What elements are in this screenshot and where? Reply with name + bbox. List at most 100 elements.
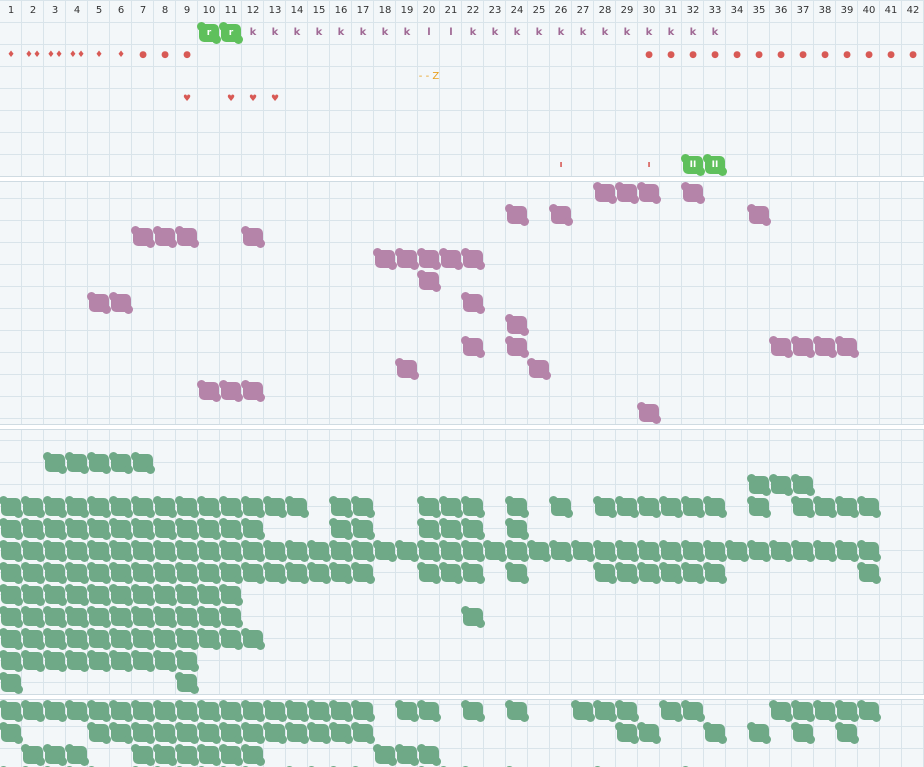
green-block[interactable] [263, 562, 287, 584]
suit-marker[interactable]: ● [161, 50, 169, 60]
suit-marker[interactable]: ● [821, 50, 829, 60]
green-block[interactable] [131, 540, 155, 562]
green-block[interactable] [65, 606, 89, 628]
green-block[interactable] [175, 518, 199, 540]
green-block[interactable] [703, 540, 727, 562]
purple-block[interactable] [417, 248, 441, 270]
green-block[interactable] [285, 722, 309, 744]
green-block[interactable] [219, 562, 243, 584]
green-block[interactable] [835, 496, 859, 518]
green-block[interactable] [461, 518, 485, 540]
purple-block[interactable] [153, 226, 177, 248]
green-block[interactable] [197, 606, 221, 628]
green-block[interactable] [461, 540, 485, 562]
suit-marker[interactable]: ● [183, 50, 191, 60]
green-block[interactable] [351, 562, 375, 584]
green-block[interactable] [175, 562, 199, 584]
green-block[interactable] [329, 540, 353, 562]
suit-marker[interactable]: ♦♦ [46, 50, 64, 60]
green-block[interactable] [0, 584, 23, 606]
green-block[interactable] [241, 744, 265, 766]
purple-block[interactable] [219, 380, 243, 402]
green-block[interactable] [439, 518, 463, 540]
green-block[interactable] [505, 518, 529, 540]
suit-marker[interactable]: ● [887, 50, 895, 60]
green-block[interactable] [43, 650, 67, 672]
green-block[interactable] [21, 628, 45, 650]
suit-marker[interactable]: ● [777, 50, 785, 60]
green-block[interactable] [637, 496, 661, 518]
green-block[interactable] [175, 672, 199, 694]
green-block[interactable] [659, 562, 683, 584]
letter-marker[interactable]: l [427, 27, 431, 38]
green-block[interactable] [131, 650, 155, 672]
green-block[interactable] [637, 540, 661, 562]
suit-marker[interactable]: ● [733, 50, 741, 60]
green-block[interactable] [197, 562, 221, 584]
green-block[interactable] [439, 496, 463, 518]
purple-block[interactable] [417, 270, 441, 292]
green-block[interactable] [747, 540, 771, 562]
green-block[interactable] [219, 744, 243, 766]
green-block[interactable] [87, 628, 111, 650]
green-block[interactable] [329, 722, 353, 744]
green-block[interactable] [21, 518, 45, 540]
green-block[interactable] [505, 700, 529, 722]
green-block[interactable] [197, 628, 221, 650]
green-block[interactable] [175, 540, 199, 562]
suit-marker[interactable]: ● [689, 50, 697, 60]
green-block[interactable] [461, 606, 485, 628]
green-block[interactable] [175, 722, 199, 744]
suit-marker[interactable]: ♦♦ [68, 50, 86, 60]
letter-marker[interactable]: k [513, 27, 521, 38]
green-block[interactable] [175, 744, 199, 766]
green-block[interactable] [109, 722, 133, 744]
green-block[interactable] [153, 722, 177, 744]
lime-token[interactable]: II [703, 154, 727, 176]
green-block[interactable] [681, 700, 705, 722]
green-block[interactable] [43, 606, 67, 628]
green-block[interactable] [219, 540, 243, 562]
green-block[interactable] [659, 496, 683, 518]
green-block[interactable] [835, 722, 859, 744]
green-block[interactable] [65, 540, 89, 562]
green-block[interactable] [131, 722, 155, 744]
purple-block[interactable] [373, 248, 397, 270]
green-block[interactable] [307, 540, 331, 562]
purple-block[interactable] [395, 248, 419, 270]
green-block[interactable] [175, 628, 199, 650]
green-block[interactable] [87, 562, 111, 584]
green-block[interactable] [307, 562, 331, 584]
purple-block[interactable] [395, 358, 419, 380]
suit-marker[interactable]: ● [799, 50, 807, 60]
suit-marker[interactable]: ♦♦ [24, 50, 42, 60]
green-block[interactable] [153, 628, 177, 650]
green-block[interactable] [791, 496, 815, 518]
green-block[interactable] [43, 700, 67, 722]
purple-block[interactable] [505, 204, 529, 226]
letter-marker[interactable]: k [557, 27, 565, 38]
suit-marker[interactable]: ● [667, 50, 675, 60]
suit-marker[interactable]: ● [645, 50, 653, 60]
letter-marker[interactable]: k [601, 27, 609, 38]
green-block[interactable] [131, 452, 155, 474]
purple-block[interactable] [769, 336, 793, 358]
green-block[interactable] [21, 540, 45, 562]
purple-block[interactable] [637, 182, 661, 204]
green-block[interactable] [307, 700, 331, 722]
green-block[interactable] [87, 452, 111, 474]
lime-token[interactable]: r [197, 22, 221, 44]
letter-marker[interactable]: k [359, 27, 367, 38]
green-block[interactable] [857, 562, 881, 584]
green-block[interactable] [197, 540, 221, 562]
heart-icon[interactable]: ♥ [226, 94, 236, 104]
green-block[interactable] [263, 700, 287, 722]
green-block[interactable] [549, 496, 573, 518]
lime-token[interactable]: II [681, 154, 705, 176]
purple-block[interactable] [527, 358, 551, 380]
letter-marker[interactable]: k [645, 27, 653, 38]
green-block[interactable] [153, 606, 177, 628]
letter-marker[interactable]: k [623, 27, 631, 38]
heart-icon[interactable]: ♥ [270, 94, 280, 104]
green-block[interactable] [153, 700, 177, 722]
